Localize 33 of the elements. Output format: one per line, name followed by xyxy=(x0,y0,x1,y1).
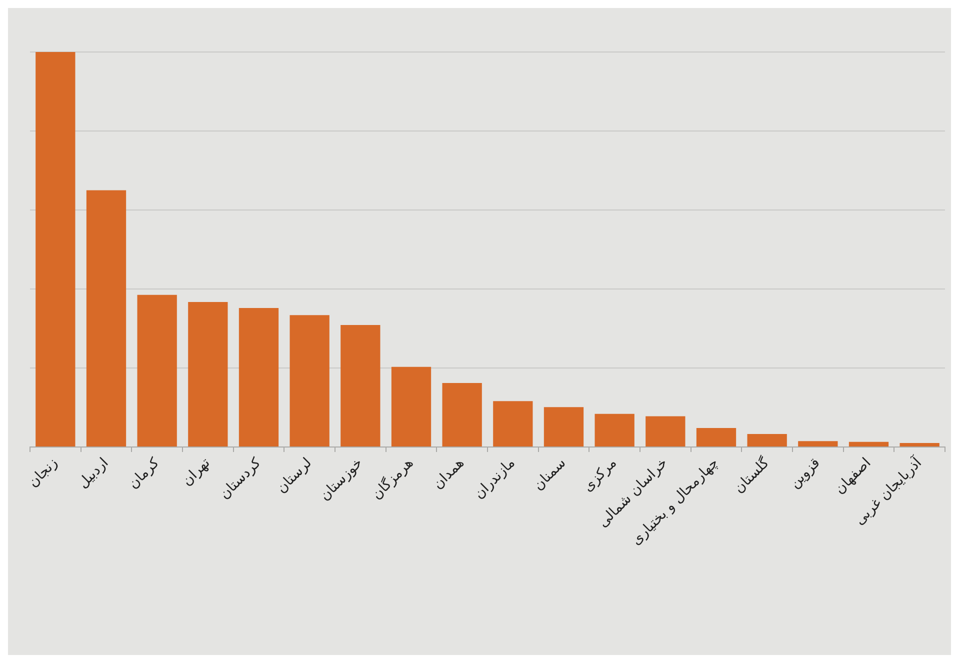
bar xyxy=(696,428,736,446)
bar xyxy=(747,434,787,446)
bar xyxy=(290,315,330,446)
bar xyxy=(340,324,380,446)
x-tick-label: هرمزگان xyxy=(368,454,417,503)
bar xyxy=(594,414,634,446)
bar xyxy=(391,366,432,446)
x-tick-label: لرستان xyxy=(274,455,315,496)
bar xyxy=(86,190,126,446)
bar xyxy=(544,407,584,446)
x-tick-label: مازندران xyxy=(471,455,518,502)
x-tick-label: اصفهان xyxy=(832,455,874,498)
x-tick-label: قزوین xyxy=(786,455,824,492)
x-tick-label: سمنان xyxy=(530,455,570,494)
bar xyxy=(798,441,838,446)
bar xyxy=(188,302,228,446)
bar xyxy=(646,416,686,446)
bar xyxy=(900,443,940,446)
x-tick-label: گلستان xyxy=(730,454,773,496)
x-tick-label: اردبیل xyxy=(75,455,112,492)
x-tick-label: خوزستان xyxy=(316,455,366,504)
x-tick-label: کرمان xyxy=(125,454,163,492)
bar xyxy=(238,308,279,446)
bar xyxy=(848,442,889,446)
x-tick-label: تهران xyxy=(179,454,214,490)
bar xyxy=(36,52,76,446)
bar xyxy=(137,294,177,446)
x-tick-label: مرکزی xyxy=(580,455,620,496)
bar xyxy=(442,383,482,446)
x-tick-label: زنجان xyxy=(25,455,61,491)
bar xyxy=(493,401,533,446)
x-tick-label: کردستان xyxy=(216,454,264,503)
x-tick-label: همدان xyxy=(430,455,468,493)
